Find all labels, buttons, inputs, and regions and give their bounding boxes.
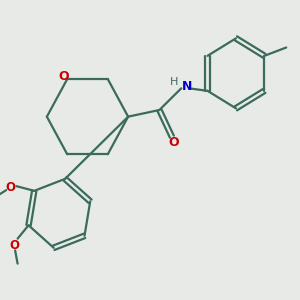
Text: O: O <box>58 70 69 83</box>
Text: O: O <box>168 136 179 149</box>
Text: N: N <box>182 80 192 93</box>
Text: O: O <box>10 239 20 252</box>
Text: H: H <box>170 77 178 87</box>
Text: O: O <box>6 181 16 194</box>
